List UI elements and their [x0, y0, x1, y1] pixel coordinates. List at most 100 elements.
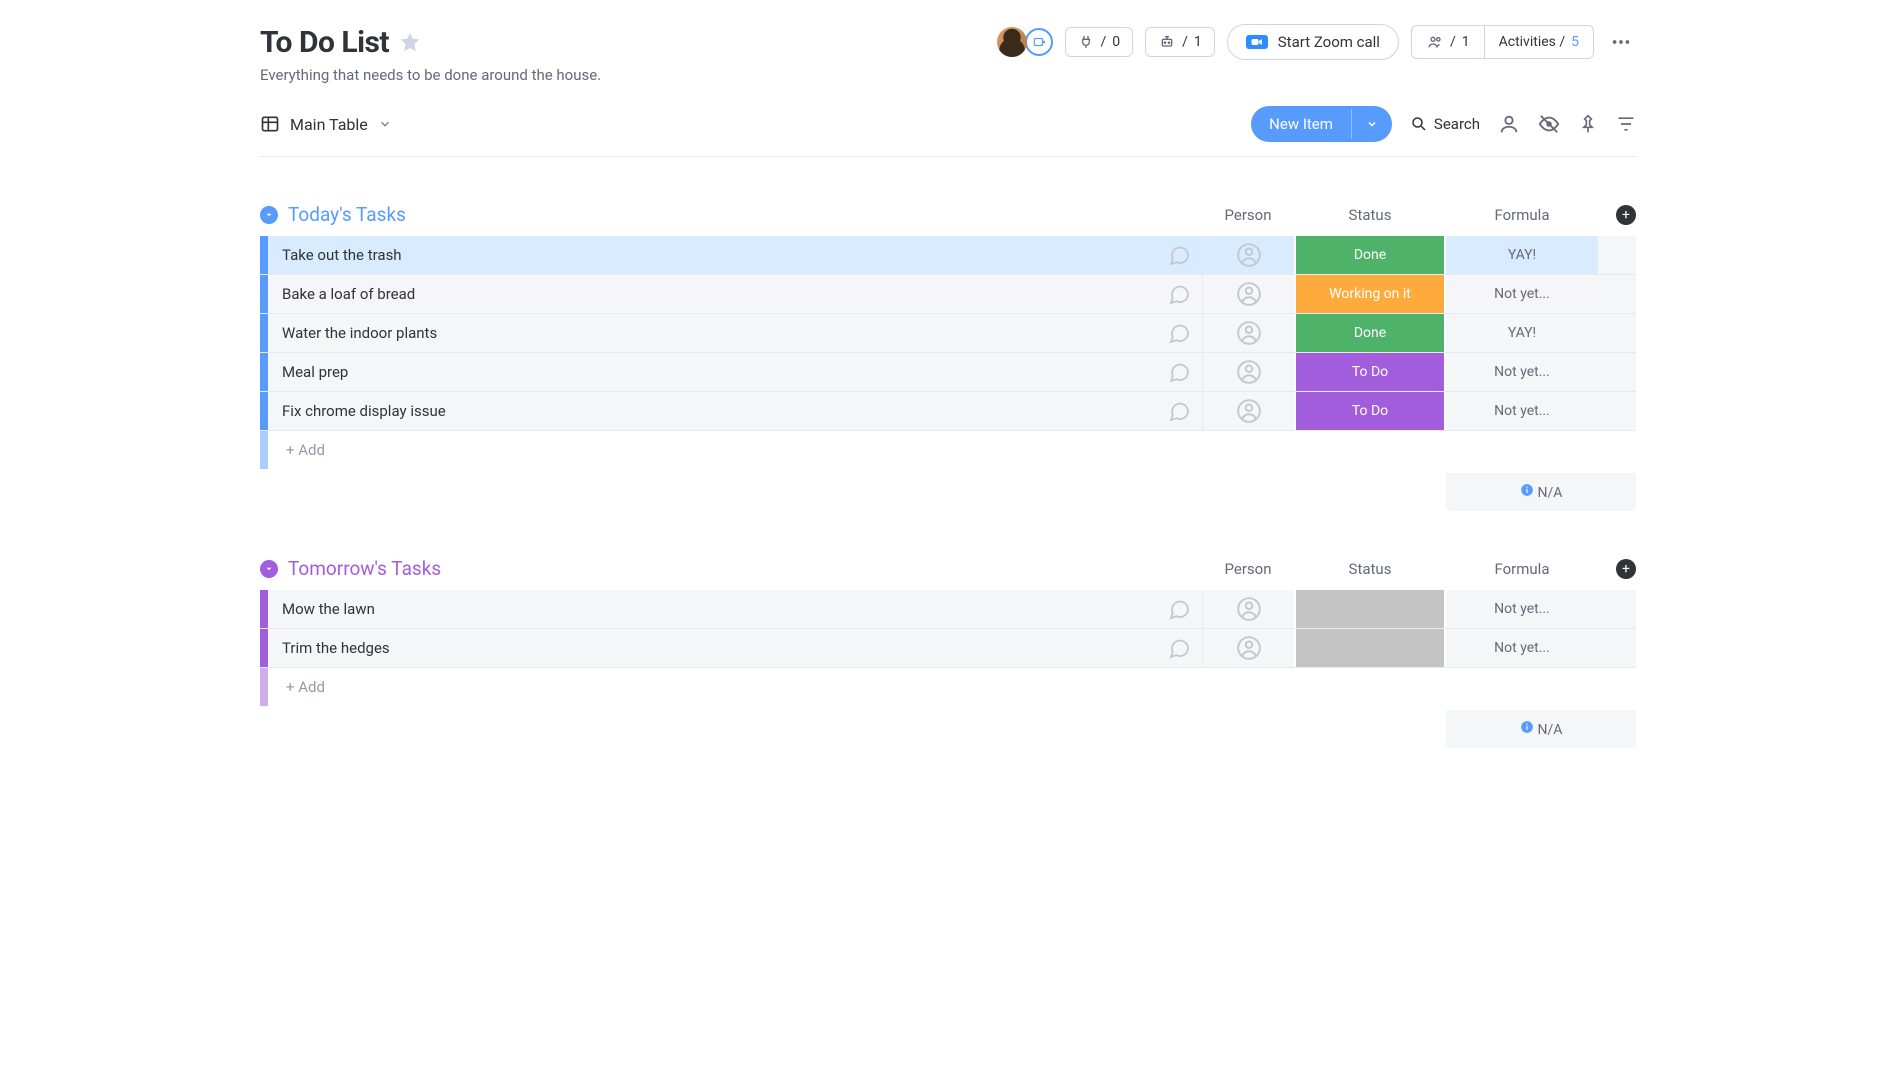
automations-pill[interactable]: / 1: [1145, 27, 1215, 57]
search-icon: [1410, 115, 1428, 133]
collapse-icon[interactable]: [260, 560, 278, 578]
table-row[interactable]: Water the indoor plants DoneYAY!: [260, 314, 1636, 353]
column-header-person[interactable]: Person: [1202, 206, 1294, 224]
board-subtitle: Everything that needs to be done around …: [260, 66, 1636, 84]
chat-icon[interactable]: [1156, 275, 1202, 313]
status-cell[interactable]: [1294, 590, 1446, 628]
person-cell[interactable]: [1202, 314, 1294, 352]
view-selector[interactable]: Main Table: [260, 114, 392, 134]
collapse-icon[interactable]: [260, 206, 278, 224]
add-item-row[interactable]: + Add: [260, 668, 1636, 706]
share-board-icon[interactable]: [1025, 28, 1053, 56]
info-icon: [1520, 722, 1534, 738]
integrations-sep: /: [1100, 34, 1106, 50]
view-label: Main Table: [290, 115, 368, 134]
chat-icon[interactable]: [1156, 629, 1202, 667]
formula-cell: Not yet...: [1446, 353, 1598, 391]
table-row[interactable]: Fix chrome display issueTo DoNot yet...: [260, 392, 1636, 431]
status-cell[interactable]: Done: [1294, 314, 1446, 352]
add-column-icon[interactable]: +: [1616, 205, 1636, 225]
table-icon: [260, 114, 280, 134]
item-name[interactable]: Mow the lawn: [268, 590, 1156, 628]
column-header-person[interactable]: Person: [1202, 560, 1294, 578]
person-cell[interactable]: [1202, 353, 1294, 391]
formula-cell: Not yet...: [1446, 590, 1598, 628]
add-column-icon[interactable]: +: [1616, 559, 1636, 579]
item-name[interactable]: Take out the trash: [268, 236, 1156, 274]
chat-icon[interactable]: [1156, 392, 1202, 430]
chat-icon[interactable]: [1156, 236, 1202, 274]
new-item-button[interactable]: New Item: [1251, 106, 1392, 142]
info-icon: [1520, 485, 1534, 501]
formula-summary: N/A: [1446, 473, 1636, 511]
status-cell[interactable]: [1294, 629, 1446, 667]
group-title[interactable]: Tomorrow's Tasks: [288, 557, 441, 580]
board-members[interactable]: [997, 27, 1053, 57]
zoom-icon: [1246, 35, 1268, 49]
activities-button[interactable]: Activities / 5: [1484, 26, 1593, 58]
zoom-label: Start Zoom call: [1278, 33, 1380, 51]
chat-icon[interactable]: [1156, 314, 1202, 352]
activities-count: 5: [1571, 34, 1579, 50]
column-header-formula[interactable]: Formula: [1446, 560, 1598, 578]
new-item-label: New Item: [1251, 106, 1351, 142]
person-cell[interactable]: [1202, 629, 1294, 667]
members-button[interactable]: / 1: [1412, 26, 1484, 58]
status-cell[interactable]: To Do: [1294, 392, 1446, 430]
chat-icon[interactable]: [1156, 353, 1202, 391]
formula-cell: Not yet...: [1446, 629, 1598, 667]
filter-icon[interactable]: [1616, 114, 1636, 134]
group-today: Today's Tasks PersonStatusFormula + Take ou…: [260, 203, 1636, 511]
board-menu-icon[interactable]: [1606, 27, 1636, 57]
search-label: Search: [1434, 115, 1480, 133]
item-name[interactable]: Fix chrome display issue: [268, 392, 1156, 430]
table-row[interactable]: Meal prep To DoNot yet...: [260, 353, 1636, 392]
group-title[interactable]: Today's Tasks: [288, 203, 406, 226]
hide-icon[interactable]: [1538, 113, 1560, 135]
status-cell[interactable]: Working on it: [1294, 275, 1446, 313]
automations-sep: /: [1182, 34, 1188, 50]
robot-icon: [1158, 34, 1176, 50]
avatar: [997, 27, 1027, 57]
table-row[interactable]: Bake a loaf of bread Working on itNot yet…: [260, 275, 1636, 314]
table-row[interactable]: Mow the lawn Not yet...: [260, 590, 1636, 629]
table-row[interactable]: Trim the hedges Not yet...: [260, 629, 1636, 668]
members-count: 1: [1462, 34, 1470, 50]
zoom-button[interactable]: Start Zoom call: [1227, 24, 1399, 60]
table-row[interactable]: Take out the trash DoneYAY!: [260, 236, 1636, 275]
item-name[interactable]: Bake a loaf of bread: [268, 275, 1156, 313]
status-cell[interactable]: Done: [1294, 236, 1446, 274]
add-item-label: + Add: [268, 668, 1202, 706]
add-item-label: + Add: [268, 431, 1202, 469]
pin-icon[interactable]: [1578, 114, 1598, 134]
search-button[interactable]: Search: [1410, 115, 1480, 133]
column-header-formula[interactable]: Formula: [1446, 206, 1598, 224]
add-item-row[interactable]: + Add: [260, 431, 1636, 469]
person-cell[interactable]: [1202, 590, 1294, 628]
plug-icon: [1078, 34, 1094, 50]
item-name[interactable]: Water the indoor plants: [268, 314, 1156, 352]
person-cell[interactable]: [1202, 392, 1294, 430]
status-cell[interactable]: To Do: [1294, 353, 1446, 391]
formula-summary: N/A: [1446, 710, 1636, 748]
activities-label: Activities /: [1499, 34, 1566, 50]
group-tomorrow: Tomorrow's Tasks PersonStatusFormula + Mow …: [260, 557, 1636, 748]
person-filter-icon[interactable]: [1498, 113, 1520, 135]
person-cell[interactable]: [1202, 275, 1294, 313]
people-icon: [1426, 34, 1444, 50]
column-header-status[interactable]: Status: [1294, 206, 1446, 224]
integrations-pill[interactable]: / 0: [1065, 27, 1133, 57]
integrations-count: 0: [1112, 34, 1120, 50]
formula-cell: YAY!: [1446, 314, 1598, 352]
item-name[interactable]: Meal prep: [268, 353, 1156, 391]
automations-count: 1: [1194, 34, 1202, 50]
chat-icon[interactable]: [1156, 590, 1202, 628]
board-title: To Do List: [260, 25, 389, 60]
new-item-caret-icon[interactable]: [1351, 109, 1392, 139]
formula-cell: Not yet...: [1446, 275, 1598, 313]
person-cell[interactable]: [1202, 236, 1294, 274]
formula-cell: YAY!: [1446, 236, 1598, 274]
item-name[interactable]: Trim the hedges: [268, 629, 1156, 667]
star-icon[interactable]: [399, 31, 421, 53]
column-header-status[interactable]: Status: [1294, 560, 1446, 578]
